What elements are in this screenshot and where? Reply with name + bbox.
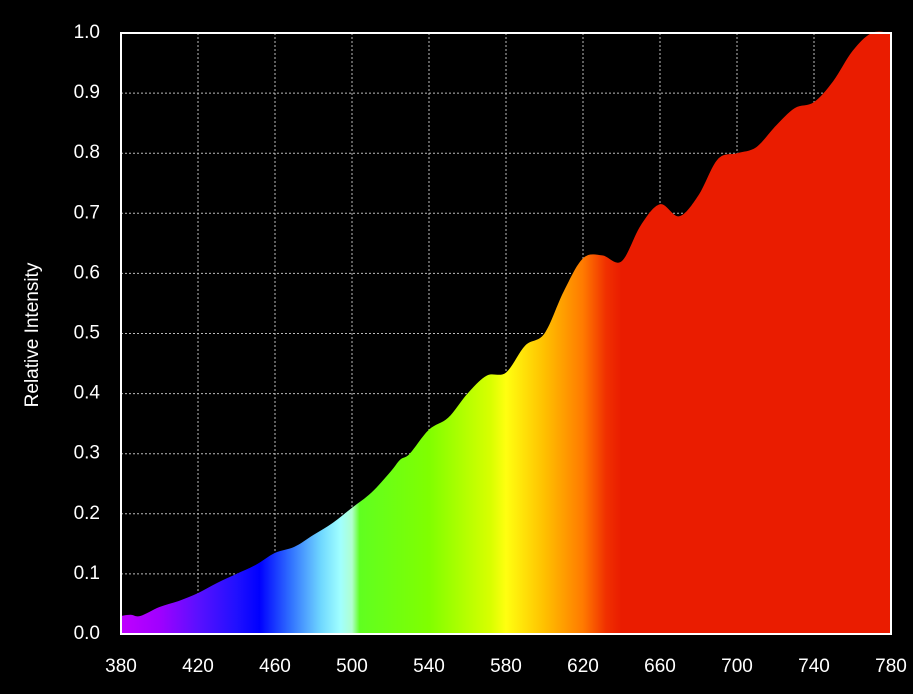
x-tick-label: 580: [490, 656, 522, 677]
y-tick-label: 0.0: [74, 623, 100, 644]
spectrum-area: [121, 31, 891, 635]
x-tick-label: 380: [105, 656, 137, 677]
y-axis-label: Relative Intensity: [22, 262, 43, 407]
x-tick-label: 420: [182, 656, 214, 677]
x-tick-label: 540: [413, 656, 445, 677]
x-tick-label: 660: [644, 656, 676, 677]
y-tick-label: 0.4: [74, 383, 101, 404]
x-tick-label: 620: [567, 656, 599, 677]
y-tick-label: 0.5: [74, 323, 100, 344]
y-tick-label: 1.0: [74, 22, 100, 43]
y-tick-label: 0.2: [74, 503, 100, 524]
y-tick-label: 0.9: [74, 82, 100, 103]
y-tick-label: 0.8: [74, 142, 100, 163]
y-tick-label: 0.3: [74, 443, 100, 464]
y-tick-label: 0.6: [74, 262, 100, 283]
x-tick-label: 500: [336, 656, 368, 677]
plot-frame: [120, 32, 892, 635]
y-tick-label: 0.7: [74, 202, 100, 223]
x-tick-label: 460: [259, 656, 291, 677]
x-tick-label: 700: [721, 656, 753, 677]
x-tick-label: 740: [798, 656, 830, 677]
plot: [121, 31, 891, 635]
x-tick-label: 780: [875, 656, 907, 677]
y-tick-label: 0.1: [74, 563, 100, 584]
